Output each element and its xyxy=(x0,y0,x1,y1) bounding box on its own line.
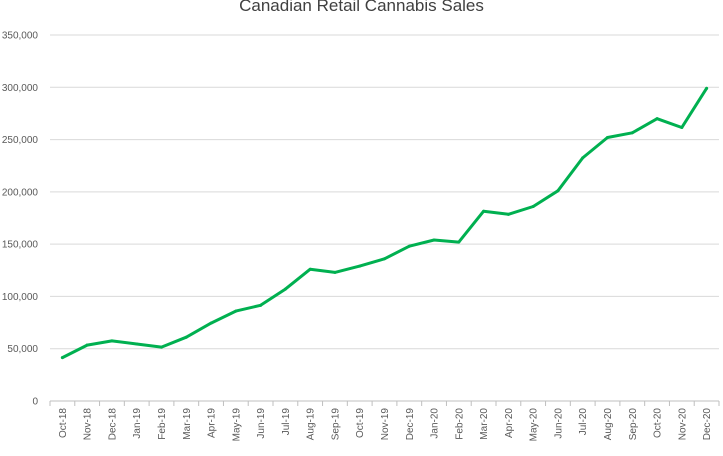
x-tick-label: May-19 xyxy=(231,408,242,442)
y-tick-label: 0 xyxy=(32,397,38,408)
data-point xyxy=(85,343,89,347)
x-tick-label: Aug-19 xyxy=(306,408,317,441)
x-tick-label: Aug-20 xyxy=(603,408,614,441)
data-point xyxy=(209,321,213,325)
data-point xyxy=(705,86,709,90)
data-point xyxy=(259,303,263,307)
x-tick-label: Apr-20 xyxy=(504,408,515,438)
x-tick-label: Jul-20 xyxy=(578,408,589,436)
x-tick-label: Jan-19 xyxy=(132,408,143,439)
data-point xyxy=(160,345,163,349)
y-tick-label: 50,000 xyxy=(7,344,38,355)
x-tick-label: Nov-19 xyxy=(380,408,391,441)
x-tick-label: Dec-18 xyxy=(107,408,118,441)
y-tick-label: 250,000 xyxy=(2,135,39,146)
data-point xyxy=(581,156,585,160)
data-point xyxy=(407,244,411,248)
data-point xyxy=(308,267,312,271)
y-tick-label: 100,000 xyxy=(2,292,39,303)
x-axis: Oct-18 Nov-18 Dec-18 Jan-19 Feb-19 Mar-19 Apr-… xyxy=(49,401,720,442)
data-point xyxy=(234,309,238,313)
y-tick-label: 200,000 xyxy=(2,187,39,198)
x-tick-label: Dec-19 xyxy=(405,408,416,441)
data-point xyxy=(556,189,560,193)
x-tick-label: Feb-19 xyxy=(157,408,168,440)
x-tick-label: Mar-19 xyxy=(182,408,193,440)
x-tick-label: May-20 xyxy=(529,408,540,442)
x-tick-label: Oct-20 xyxy=(653,408,664,438)
data-point xyxy=(457,240,461,244)
y-tick-label: 150,000 xyxy=(2,240,39,251)
data-point xyxy=(283,287,287,291)
chart-title: Canadian Retail Cannabis Sales xyxy=(239,0,484,15)
x-tick-label: Sep-20 xyxy=(628,408,639,441)
x-tick-label: Feb-20 xyxy=(454,408,465,440)
data-point xyxy=(60,356,64,360)
data-point xyxy=(184,335,188,339)
x-tick-label: Jun-19 xyxy=(256,408,267,439)
data-point xyxy=(110,339,114,343)
x-tick-label: Oct-19 xyxy=(355,408,366,438)
data-point xyxy=(606,135,609,139)
data-point xyxy=(432,238,436,242)
data-point xyxy=(383,257,386,261)
data-point xyxy=(135,342,139,346)
data-point xyxy=(531,204,535,208)
series-layer xyxy=(60,86,709,360)
x-tick-label: Nov-20 xyxy=(677,408,688,441)
x-tick-label: Apr-19 xyxy=(207,408,218,438)
y-tick-label: 300,000 xyxy=(2,83,39,94)
data-point xyxy=(333,270,337,274)
data-point xyxy=(358,264,362,268)
series-line xyxy=(60,86,709,360)
x-tick-label: Nov-18 xyxy=(83,408,94,441)
gridlines xyxy=(50,34,719,402)
data-point xyxy=(482,209,486,213)
x-tick-label: Oct-18 xyxy=(58,408,69,438)
data-point xyxy=(506,212,510,216)
y-tick-label: 350,000 xyxy=(2,31,39,42)
data-point xyxy=(630,131,634,135)
x-tick-label: Sep-19 xyxy=(330,408,341,441)
x-tick-label: Jan-20 xyxy=(430,408,441,439)
x-tick-label: Mar-20 xyxy=(479,408,490,440)
data-point xyxy=(680,126,684,130)
y-axis-labels: 0 50,000 100,000 150,000 200,000 250,000 300,0… xyxy=(2,31,39,408)
x-tick-label: Jul-19 xyxy=(281,408,292,436)
data-point xyxy=(655,117,659,121)
x-tick-label: Jun-20 xyxy=(553,408,564,439)
x-tick-label: Dec-20 xyxy=(702,408,713,441)
